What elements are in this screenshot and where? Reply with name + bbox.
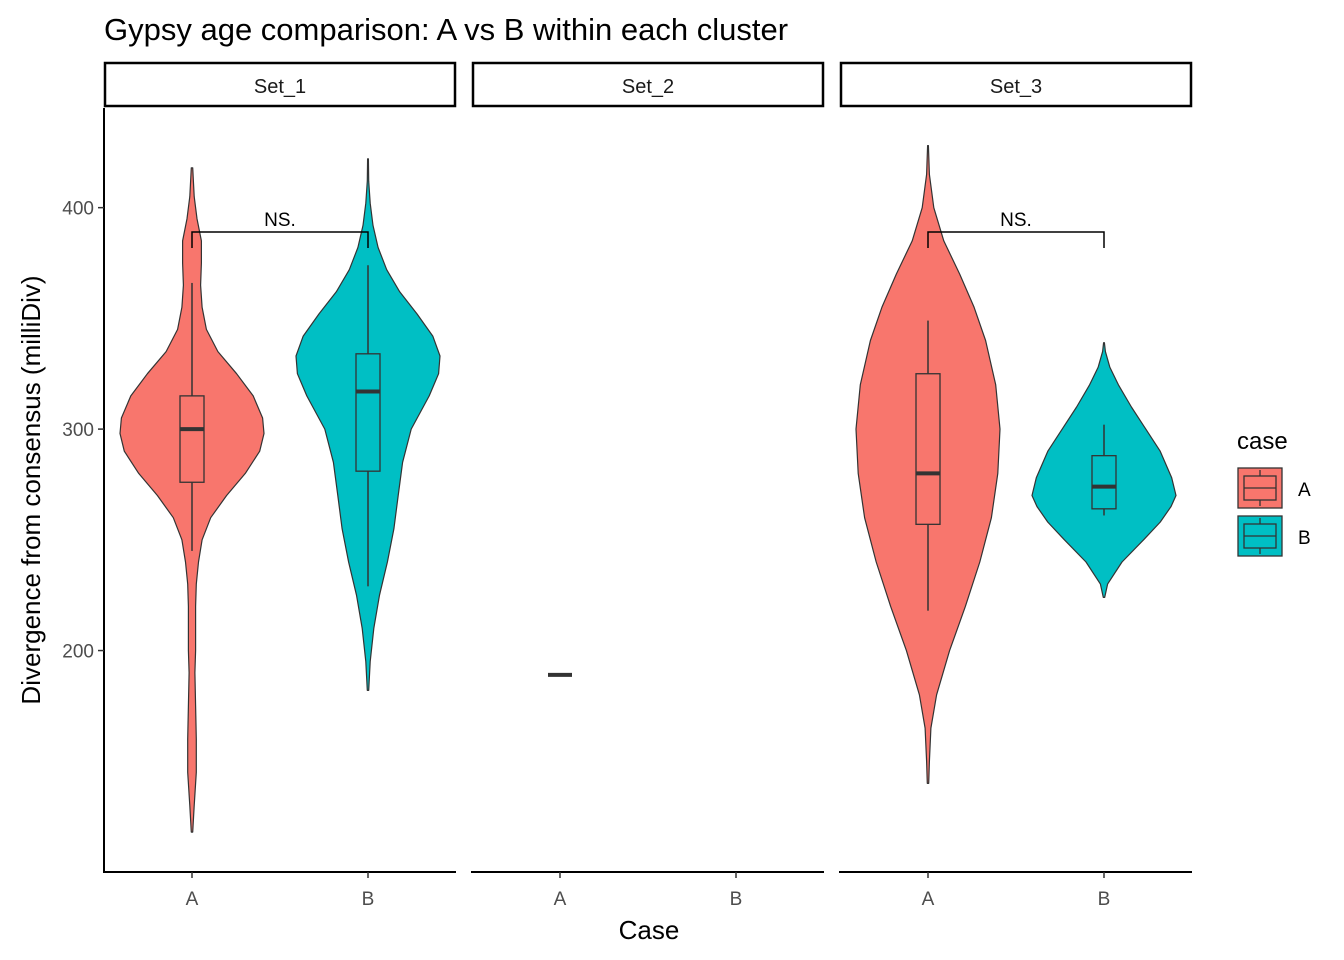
legend-key-b: B xyxy=(1237,515,1311,557)
legend-label: A xyxy=(1298,480,1311,501)
box-b xyxy=(1091,455,1117,510)
x-tick-label: A xyxy=(922,889,935,910)
facet-strip xyxy=(839,61,1193,108)
legend-label: B xyxy=(1298,528,1311,549)
box-b xyxy=(355,353,381,472)
x-tick-label: A xyxy=(554,889,567,910)
legend-title: case xyxy=(1237,428,1288,455)
legend-key-a: A xyxy=(1237,467,1311,509)
x-tick-label: B xyxy=(1098,889,1111,910)
y-tick-label: 400 xyxy=(62,199,94,220)
significance-bracket xyxy=(191,231,369,249)
box-a xyxy=(915,373,941,525)
x-axis-title: Case xyxy=(619,915,680,945)
legend: case A B xyxy=(1237,428,1311,557)
x-tick-label: B xyxy=(362,889,375,910)
box-a xyxy=(179,395,205,483)
facet-strip xyxy=(471,61,825,108)
x-tick-label: A xyxy=(186,889,199,910)
x-tick-label: B xyxy=(730,889,743,910)
facet-panels: Set_1 200 300 400 A B NS. Set_2 A B Set_3 A B NS. xyxy=(62,61,1193,910)
facet-panel-set-3: Set_3 A B NS. xyxy=(839,61,1193,910)
significance-bracket xyxy=(927,231,1105,249)
facet-strip-label: Set_3 xyxy=(990,76,1042,98)
significance-label: NS. xyxy=(1000,210,1032,231)
facet-strip xyxy=(103,61,457,108)
chart-title: Gypsy age comparison: A vs B within each… xyxy=(104,12,788,47)
significance-label: NS. xyxy=(264,210,296,231)
y-axis-title: Divergence from consensus (milliDiv) xyxy=(16,275,46,704)
facet-strip-label: Set_2 xyxy=(622,76,674,98)
facet-panel-set-1: Set_1 200 300 400 A B NS. xyxy=(62,61,457,910)
facet-panel-set-2: Set_2 A B xyxy=(471,61,825,910)
y-tick-label: 200 xyxy=(62,642,94,663)
y-tick-label: 300 xyxy=(62,420,94,441)
facet-strip-label: Set_1 xyxy=(254,76,306,98)
